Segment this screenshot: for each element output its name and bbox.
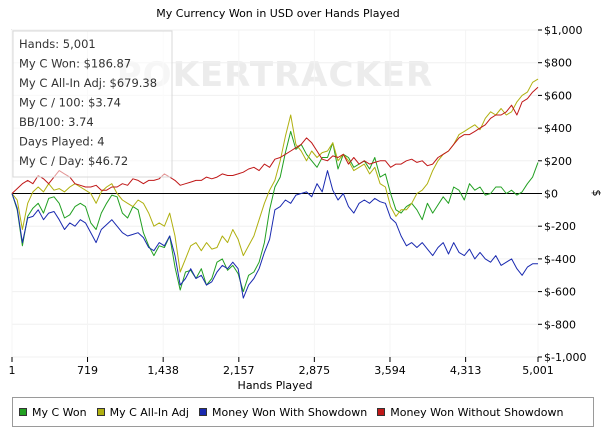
stats-line: My C / 100: $3.74 [19, 96, 121, 110]
legend-swatch [377, 408, 386, 416]
legend-swatch [19, 408, 27, 416]
x-tick-label: 2,157 [223, 364, 255, 377]
stats-line: My C All-In Adj: $679.38 [19, 76, 157, 90]
stats-box: Hands: 5,001 My C Won: $186.87 My C All-In… [12, 30, 173, 178]
x-tick-label: 5,001 [522, 364, 554, 377]
y-tick-label: $0 [544, 188, 558, 201]
x-tick-label: 2,875 [299, 364, 331, 377]
stats-line: BB/100: 3.74 [19, 115, 94, 129]
legend-item-my-c-all-in-adj: My C All-In Adj [96, 405, 189, 419]
x-axis-label: Hands Played [238, 379, 313, 392]
legend-item-money-won-with-showdown: Money Won With Showdown [198, 405, 368, 419]
y-tick-label: $-200 [544, 220, 576, 233]
stats-line: My C / Day: $46.72 [19, 154, 128, 168]
x-tick-label: 1 [9, 364, 16, 377]
series-my-c-won-line [11, 130, 539, 293]
y-axis: $1,000 $800 $600 $400 $200 $0 $-200 $-400 $-600 $… [538, 24, 586, 364]
stats-line: My C Won: $186.87 [19, 57, 131, 71]
x-tick-label: 4,313 [450, 364, 482, 377]
y-tick-label: $-1,000 [544, 351, 586, 364]
legend-label: Money Won Without Showdown [390, 405, 564, 419]
x-axis: 1 719 1,438 2,157 2,875 3,594 4,313 5,001 [9, 357, 554, 377]
y-tick-label: $-600 [544, 286, 576, 299]
legend-label: Money Won With Showdown [211, 405, 368, 419]
legend-swatch [96, 408, 105, 416]
stats-line: Hands: 5,001 [19, 37, 96, 51]
y-tick-label: $800 [544, 57, 572, 70]
y-tick-label: $1,000 [544, 24, 583, 37]
x-tick-label: 1,438 [147, 364, 179, 377]
y-tick-label: $400 [544, 122, 572, 135]
legend-swatch [198, 408, 207, 416]
series-money-won-without-showdown-line [11, 86, 539, 194]
stats-line: Days Played: 4 [19, 135, 105, 149]
chart-title: My Currency Won in USD over Hands Played [156, 7, 399, 20]
legend: My C Won My C All-In Adj Money Won With … [12, 397, 594, 427]
y-tick-label: $-800 [544, 318, 576, 331]
legend-label: My C Won [32, 405, 87, 419]
y-axis-label: $ [590, 190, 603, 197]
y-tick-label: $600 [544, 89, 572, 102]
legend-label: My C All-In Adj [109, 405, 189, 419]
legend-item-my-c-won: My C Won [19, 406, 87, 419]
y-tick-label: $200 [544, 155, 572, 168]
stats-box-bg [12, 30, 173, 178]
x-tick-label: 3,594 [374, 364, 406, 377]
y-tick-label: $-400 [544, 253, 576, 266]
gridlines [11, 29, 539, 358]
series-group [11, 78, 539, 299]
series-money-won-with-showdown-line [11, 170, 538, 299]
x-tick-label: 719 [77, 364, 98, 377]
legend-item-money-won-without-showdown: Money Won Without Showdown [377, 406, 563, 419]
